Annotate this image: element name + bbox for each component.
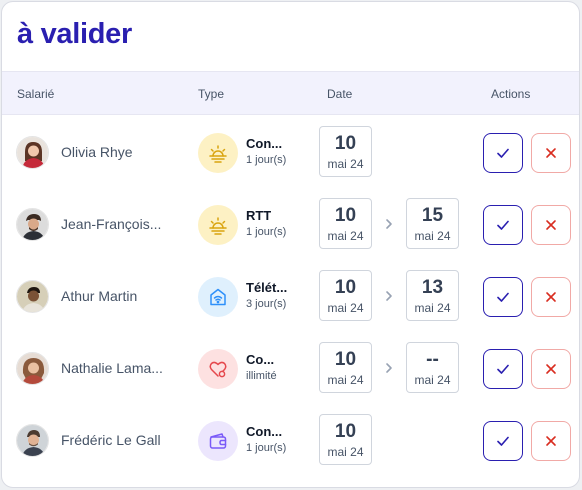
employee-name: Olivia Rhye — [61, 144, 133, 160]
check-icon — [497, 292, 509, 302]
sun-icon — [198, 133, 238, 173]
wallet-icon — [198, 421, 238, 461]
check-icon — [497, 220, 509, 230]
employee-name: Jean-François... — [61, 216, 162, 232]
employee-name: Nathalie Lama... — [61, 360, 163, 376]
start-day: 10 — [334, 205, 357, 226]
page-title: à valider — [17, 18, 132, 50]
avatar — [16, 424, 49, 457]
table-row: Jean-François... RTT 1 jour(s) 10 mai 24… — [2, 188, 579, 260]
home-wifi-icon — [198, 277, 238, 317]
employee-name: Athur Martin — [61, 288, 138, 304]
approve-button[interactable] — [483, 421, 523, 461]
avatar — [16, 352, 49, 385]
start-date: 10 mai 24 — [319, 414, 372, 465]
heart-icon — [198, 349, 238, 389]
start-day: 10 — [334, 349, 357, 370]
close-icon — [546, 148, 556, 158]
approve-button[interactable] — [483, 205, 523, 245]
reject-button[interactable] — [531, 205, 571, 245]
check-icon — [497, 364, 509, 374]
end-day: 13 — [421, 277, 444, 298]
absence-duration: 1 jour(s) — [246, 154, 287, 166]
absence-type: Co... — [246, 352, 275, 367]
end-date: 13 mai 24 — [406, 270, 459, 321]
avatar — [16, 136, 49, 169]
start-month: mai 24 — [327, 373, 364, 387]
absence-duration: 1 jour(s) — [246, 226, 287, 238]
start-month: mai 24 — [327, 229, 364, 243]
table-row: Nathalie Lama... Co... illimité 10 mai 2… — [2, 332, 579, 404]
end-day: -- — [426, 349, 439, 370]
end-month: mai 24 — [414, 373, 451, 387]
close-icon — [546, 364, 556, 374]
start-date: 10 mai 24 — [319, 342, 372, 393]
start-date: 10 mai 24 — [319, 270, 372, 321]
table-row: Olivia Rhye Con... 1 jour(s) 10 mai 24 — [2, 116, 579, 188]
chevron-right-icon — [386, 291, 392, 301]
column-header-date: Date — [327, 87, 353, 101]
approve-button[interactable] — [483, 277, 523, 317]
column-header-actions: Actions — [491, 87, 531, 101]
absence-duration: 1 jour(s) — [246, 442, 287, 454]
start-month: mai 24 — [327, 157, 364, 171]
end-date: 15 mai 24 — [406, 198, 459, 249]
close-icon — [546, 292, 556, 302]
start-month: mai 24 — [327, 445, 364, 459]
end-date: -- mai 24 — [406, 342, 459, 393]
table-row: Athur Martin Télét... 3 jour(s) 10 mai 2… — [2, 260, 579, 332]
absence-type: RTT — [246, 208, 272, 223]
absence-duration: illimité — [246, 370, 277, 382]
close-icon — [546, 436, 556, 446]
reject-button[interactable] — [531, 421, 571, 461]
employee-name: Frédéric Le Gall — [61, 432, 161, 448]
table-row: Frédéric Le Gall Con... 1 jour(s) 10 mai… — [2, 404, 579, 476]
absence-type: Télét... — [246, 280, 288, 295]
start-date: 10 mai 24 — [319, 198, 372, 249]
approve-button[interactable] — [483, 349, 523, 389]
start-day: 10 — [334, 133, 357, 154]
column-header-type: Type — [198, 87, 225, 101]
reject-button[interactable] — [531, 277, 571, 317]
approve-button[interactable] — [483, 133, 523, 173]
absence-type: Con... — [246, 424, 283, 439]
start-day: 10 — [334, 421, 357, 442]
avatar — [16, 280, 49, 313]
end-day: 15 — [421, 205, 444, 226]
start-day: 10 — [334, 277, 357, 298]
end-month: mai 24 — [414, 301, 451, 315]
reject-button[interactable] — [531, 133, 571, 173]
check-icon — [497, 436, 509, 446]
table-header: Salarié Type Date Actions — [2, 71, 579, 115]
column-header-employee: Salarié — [17, 87, 55, 101]
end-month: mai 24 — [414, 229, 451, 243]
start-month: mai 24 — [327, 301, 364, 315]
start-date: 10 mai 24 — [319, 126, 372, 177]
check-icon — [497, 148, 509, 158]
absence-duration: 3 jour(s) — [246, 298, 287, 310]
reject-button[interactable] — [531, 349, 571, 389]
avatar — [16, 208, 49, 241]
sun-icon — [198, 205, 238, 245]
chevron-right-icon — [386, 363, 392, 373]
chevron-right-icon — [386, 219, 392, 229]
absence-type: Con... — [246, 136, 283, 151]
close-icon — [546, 220, 556, 230]
